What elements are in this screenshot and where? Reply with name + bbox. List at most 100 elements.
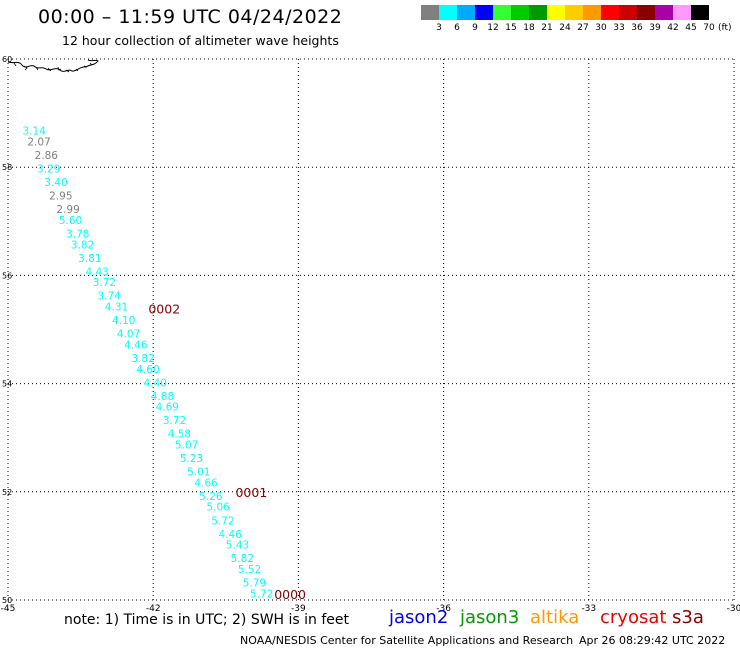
wave-height-value: 4.10 <box>112 315 135 327</box>
color-swatch-label: 6 <box>454 23 460 33</box>
wave-height-value: 3.82 <box>131 353 154 365</box>
color-swatch <box>565 5 583 20</box>
wave-height-value: 5.72 <box>211 515 234 527</box>
lat-tick-label: 58 <box>2 163 12 172</box>
satellite-jason2: jason2 <box>389 607 449 628</box>
color-swatch <box>511 5 529 20</box>
wave-height-value: 4.66 <box>194 477 218 489</box>
wave-height-value: 5.82 <box>231 553 254 565</box>
color-swatch-label: 9 <box>472 23 478 33</box>
greenland-coastline <box>7 59 99 73</box>
color-swatch <box>547 5 565 20</box>
track-labels: 0002 0001 0000 <box>148 301 306 602</box>
wave-height-value: 4.43 <box>85 266 108 278</box>
wave-height-value: 3.81 <box>78 253 101 265</box>
coastline-fjords <box>13 62 93 73</box>
color-swatch <box>421 5 439 20</box>
wave-height-value: 3.29 <box>37 164 60 176</box>
wave-height-value: 4.07 <box>117 329 140 341</box>
wave-height-value: 2.95 <box>49 191 72 203</box>
color-swatch <box>529 5 547 20</box>
wave-height-value: 5.72 <box>250 588 273 600</box>
lat-tick-label: 54 <box>2 380 12 389</box>
wave-height-value: 3.72 <box>163 415 186 427</box>
color-swatch-label: 3 <box>436 23 442 33</box>
wave-height-value: 5.43 <box>226 540 249 552</box>
track-label: 0000 <box>274 587 306 602</box>
color-swatch-label: 18 <box>523 23 535 33</box>
color-swatch-label: 24 <box>559 23 571 33</box>
color-swatch-label: 12 <box>487 23 499 33</box>
wave-height-value: 2.99 <box>56 204 79 216</box>
color-swatch-label: 36 <box>631 23 643 33</box>
axis-labels: -45 -42 -39 -36 -33 -30 60 58 56 54 52 50 <box>1 55 740 614</box>
color-swatch-label: 27 <box>577 23 589 33</box>
lon-tick-label: -45 <box>1 604 16 614</box>
color-swatch-label: 45 <box>685 23 697 33</box>
color-swatch <box>475 5 493 20</box>
credit-line: NOAA/NESDIS Center for Satellite Applica… <box>240 634 574 647</box>
map-subtitle: 12 hour collection of altimeter wave hei… <box>62 33 339 48</box>
color-swatch <box>493 5 511 20</box>
wave-height-value: 5.26 <box>199 491 223 503</box>
wave-height-value: 5.79 <box>243 577 266 589</box>
color-swatch-label: 70 <box>703 23 715 33</box>
wave-height-value: 3.74 <box>98 291 122 303</box>
color-swatch <box>619 5 637 20</box>
wave-height-value: 4.31 <box>105 302 128 314</box>
wave-height-value: 2.07 <box>27 137 50 149</box>
wave-height-value: 5.52 <box>238 564 261 576</box>
color-swatch <box>637 5 655 20</box>
satellite-altika: altika <box>530 607 580 628</box>
wave-height-value: 4.58 <box>168 429 191 441</box>
lat-tick-label: 50 <box>2 596 12 605</box>
footer-note: note: 1) Time is in UTC; 2) SWH is in fe… <box>64 612 350 628</box>
track-label: 0001 <box>235 485 267 500</box>
satellite-s3a: s3a <box>672 607 704 628</box>
lat-tick-label: 60 <box>2 55 12 64</box>
color-swatch <box>457 5 475 20</box>
color-swatch-label: 39 <box>649 23 661 33</box>
satellite-jason3: jason3 <box>460 607 520 628</box>
color-swatch <box>673 5 691 20</box>
map-title: 00:00 – 11:59 UTC 04/24/2022 <box>38 6 343 28</box>
wave-height-value: 3.40 <box>44 177 67 189</box>
wave-height-value: 3.82 <box>71 239 94 251</box>
color-swatch <box>655 5 673 20</box>
wave-height-value: 3.14 <box>23 126 47 138</box>
color-swatch <box>691 5 709 20</box>
wave-height-value: 5.06 <box>206 502 230 514</box>
lon-tick-label: -42 <box>146 604 161 614</box>
lon-tick-label: -39 <box>291 604 306 614</box>
wave-height-value: 5.01 <box>187 467 210 479</box>
wave-height-value: 5.23 <box>180 453 203 465</box>
wave-height-value: 5.60 <box>59 215 82 227</box>
color-swatch-label: 30 <box>595 23 607 33</box>
lat-tick-label: 56 <box>2 271 12 280</box>
wave-height-value: 4.69 <box>156 402 179 414</box>
wave-height-value: 4.40 <box>144 377 167 389</box>
lon-tick-label: -36 <box>436 604 451 614</box>
color-swatch-label: 42 <box>667 23 679 33</box>
color-swatch-label: 33 <box>613 23 625 33</box>
color-swatch <box>439 5 457 20</box>
color-swatch-label: 15 <box>505 23 517 33</box>
wave-height-value: 4.88 <box>151 391 174 403</box>
color-swatch <box>583 5 601 20</box>
coastline-outline <box>7 59 99 72</box>
color-swatch-label: 21 <box>541 23 553 33</box>
color-scale-unit: (ft) <box>718 23 732 33</box>
color-swatch <box>601 5 619 20</box>
observation-track: 3.142.072.863.293.402.952.995.603.783.82… <box>23 126 274 601</box>
wave-height-value: 2.86 <box>35 150 59 162</box>
track-label: 0002 <box>148 301 180 316</box>
lat-tick-label: 52 <box>2 488 12 497</box>
wave-height-value: 4.46 <box>124 339 148 351</box>
satellite-cryosat: cryosat <box>600 607 667 628</box>
wave-height-value: 3.72 <box>93 277 116 289</box>
lon-tick-label: -33 <box>581 604 596 614</box>
wave-height-value: 5.07 <box>175 440 198 452</box>
lon-tick-label: -30 <box>727 604 740 614</box>
generated-timestamp: Apr 26 08:29:42 UTC 2022 <box>579 634 726 647</box>
